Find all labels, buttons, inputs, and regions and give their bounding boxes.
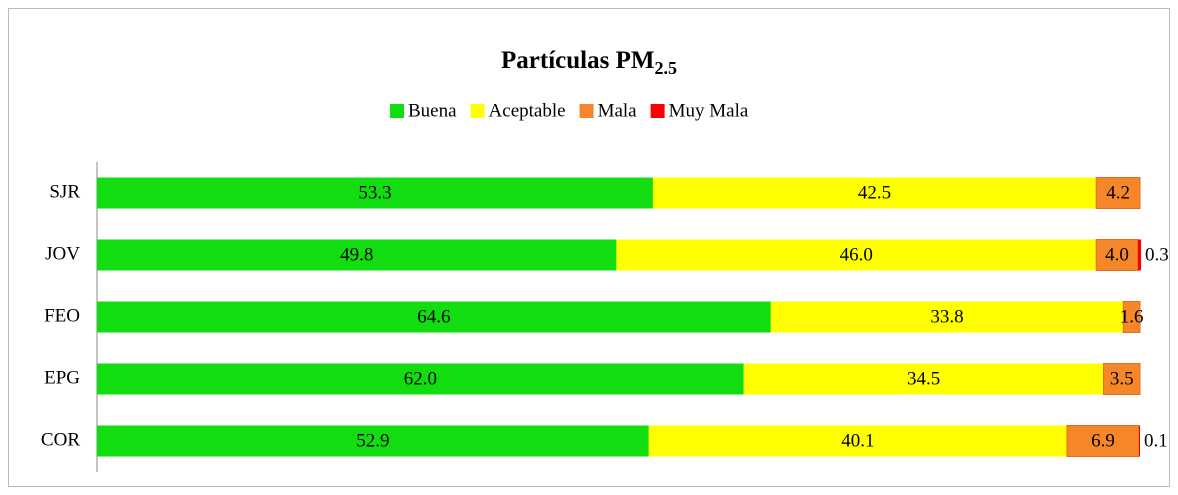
data-label: 4.0 — [1105, 244, 1129, 265]
bar-segment — [770, 301, 1124, 333]
bar-segment — [1102, 363, 1141, 395]
bar-segment — [97, 425, 649, 457]
data-label: 40.1 — [841, 430, 874, 451]
bar-segment — [97, 301, 771, 333]
bar-segment — [97, 239, 617, 271]
bar-segment — [97, 363, 744, 395]
data-label: 34.5 — [907, 368, 940, 389]
bar-segment — [743, 363, 1104, 395]
bar-segment — [97, 177, 653, 209]
data-label: 42.5 — [858, 182, 891, 203]
bar-segment — [1095, 177, 1141, 209]
data-label: 1.6 — [1120, 306, 1144, 327]
bar-segment — [1122, 301, 1141, 333]
data-label: 33.8 — [930, 306, 963, 327]
y-tick-label: FEO — [44, 305, 80, 326]
data-label: 4.2 — [1106, 182, 1130, 203]
bar-segment — [1066, 425, 1140, 457]
data-label: 52.9 — [356, 430, 389, 451]
legend-swatch — [470, 104, 485, 118]
data-label: 3.5 — [1110, 368, 1134, 389]
data-label: 62.0 — [404, 368, 437, 389]
legend-label: Buena — [408, 100, 457, 121]
bar-segment — [1137, 239, 1142, 271]
title-subscript: 2.5 — [654, 58, 677, 78]
data-label: 49.8 — [340, 244, 373, 265]
legend-label: Mala — [598, 100, 638, 121]
legend-swatch — [650, 104, 665, 118]
bar-segment — [1095, 239, 1139, 271]
y-tick-label: JOV — [45, 243, 80, 264]
data-label: 64.6 — [417, 306, 450, 327]
legend-swatch — [390, 104, 404, 118]
chart-title: Partículas PM2.5 — [501, 47, 677, 78]
y-tick-label: COR — [41, 429, 80, 450]
bar-segment — [616, 239, 1097, 271]
legend-swatch — [579, 104, 594, 118]
data-label: 0.3 — [1145, 244, 1169, 265]
bar-segment — [652, 177, 1097, 209]
legend-label: Muy Mala — [669, 100, 749, 121]
y-tick-label: EPG — [44, 367, 80, 388]
y-tick-label: SJR — [49, 181, 80, 202]
data-label: 6.9 — [1091, 430, 1115, 451]
data-label: 0.1 — [1144, 430, 1168, 451]
data-label: 46.0 — [840, 244, 873, 265]
bar-segment — [1138, 425, 1140, 457]
title-main: Partículas PM — [501, 47, 654, 74]
bar-segment — [648, 425, 1067, 457]
data-label: 53.3 — [358, 182, 391, 203]
legend-label: Aceptable — [489, 100, 566, 121]
